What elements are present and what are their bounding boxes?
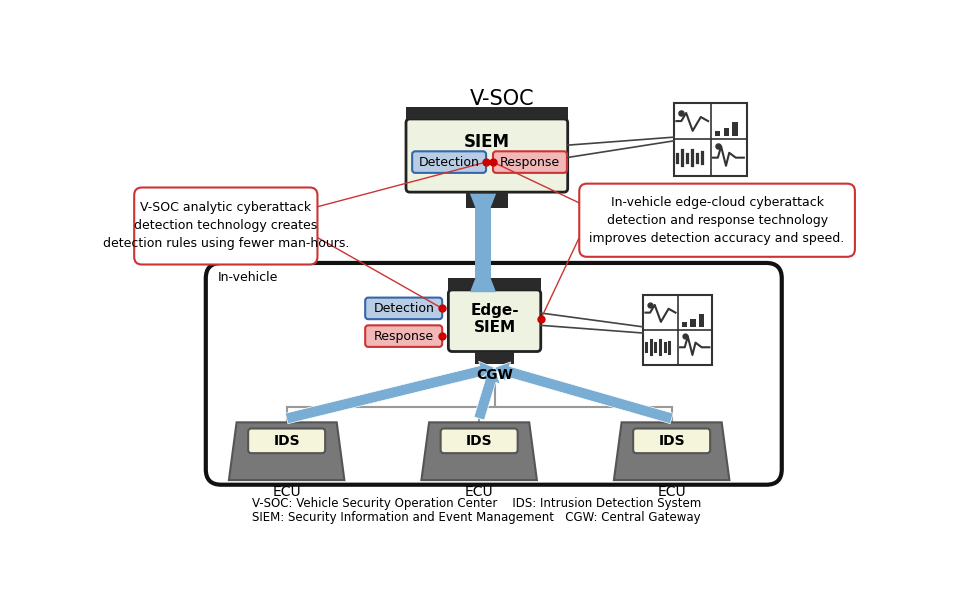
FancyBboxPatch shape [248,428,325,453]
Text: In-vehicle: In-vehicle [219,271,278,284]
Polygon shape [229,422,344,480]
Bar [475,208,491,278]
Bar [466,192,509,208]
Bar [690,319,696,327]
Text: ECU: ECU [272,485,301,499]
Polygon shape [613,422,729,480]
Text: IDS: IDS [273,434,300,448]
Text: Detection: Detection [418,155,479,169]
Text: V-SOC: Vehicle Security Operation Center    IDS: Intrusion Detection System: V-SOC: Vehicle Security Operation Center… [252,497,702,510]
Polygon shape [495,362,673,424]
FancyBboxPatch shape [366,325,442,347]
FancyBboxPatch shape [579,184,855,257]
FancyBboxPatch shape [366,298,442,319]
Text: ECU: ECU [658,485,686,499]
Polygon shape [474,368,500,420]
FancyBboxPatch shape [406,119,567,192]
Text: IDS: IDS [659,434,685,448]
Text: In-vehicle edge-cloud cyberattack
detection and response technology
improves det: In-vehicle edge-cloud cyberattack detect… [589,196,845,245]
Text: IDS: IDS [466,434,493,448]
FancyBboxPatch shape [633,428,710,453]
FancyBboxPatch shape [441,428,517,453]
Polygon shape [470,208,496,292]
FancyBboxPatch shape [134,187,318,265]
Polygon shape [421,422,537,480]
Text: V-SOC analytic cyberattack
detection technology creates
detection rules using fe: V-SOC analytic cyberattack detection tec… [103,202,349,251]
Bar [699,314,704,327]
Text: CGW: CGW [476,368,513,382]
Text: Response: Response [500,155,560,169]
Bar [475,352,514,364]
Text: SIEM: Security Information and Event Management   CGW: Central Gateway: SIEM: Security Information and Event Man… [252,511,701,524]
Text: Edge-
SIEM: Edge- SIEM [470,303,518,335]
Polygon shape [470,194,496,278]
Text: SIEM: SIEM [464,133,510,151]
Bar [643,295,712,365]
Polygon shape [285,361,495,424]
Bar [406,107,567,119]
Text: ECU: ECU [465,485,494,499]
Bar [714,131,720,136]
Text: V-SOC: V-SOC [470,89,534,109]
FancyBboxPatch shape [206,263,782,485]
Bar [732,122,738,136]
Text: Response: Response [373,329,434,343]
Bar [449,278,541,290]
FancyBboxPatch shape [449,290,541,352]
FancyBboxPatch shape [413,151,486,173]
FancyBboxPatch shape [493,151,567,173]
Bar [723,128,729,136]
Text: Detection: Detection [373,302,434,315]
Bar [674,103,747,176]
Bar [682,322,687,327]
